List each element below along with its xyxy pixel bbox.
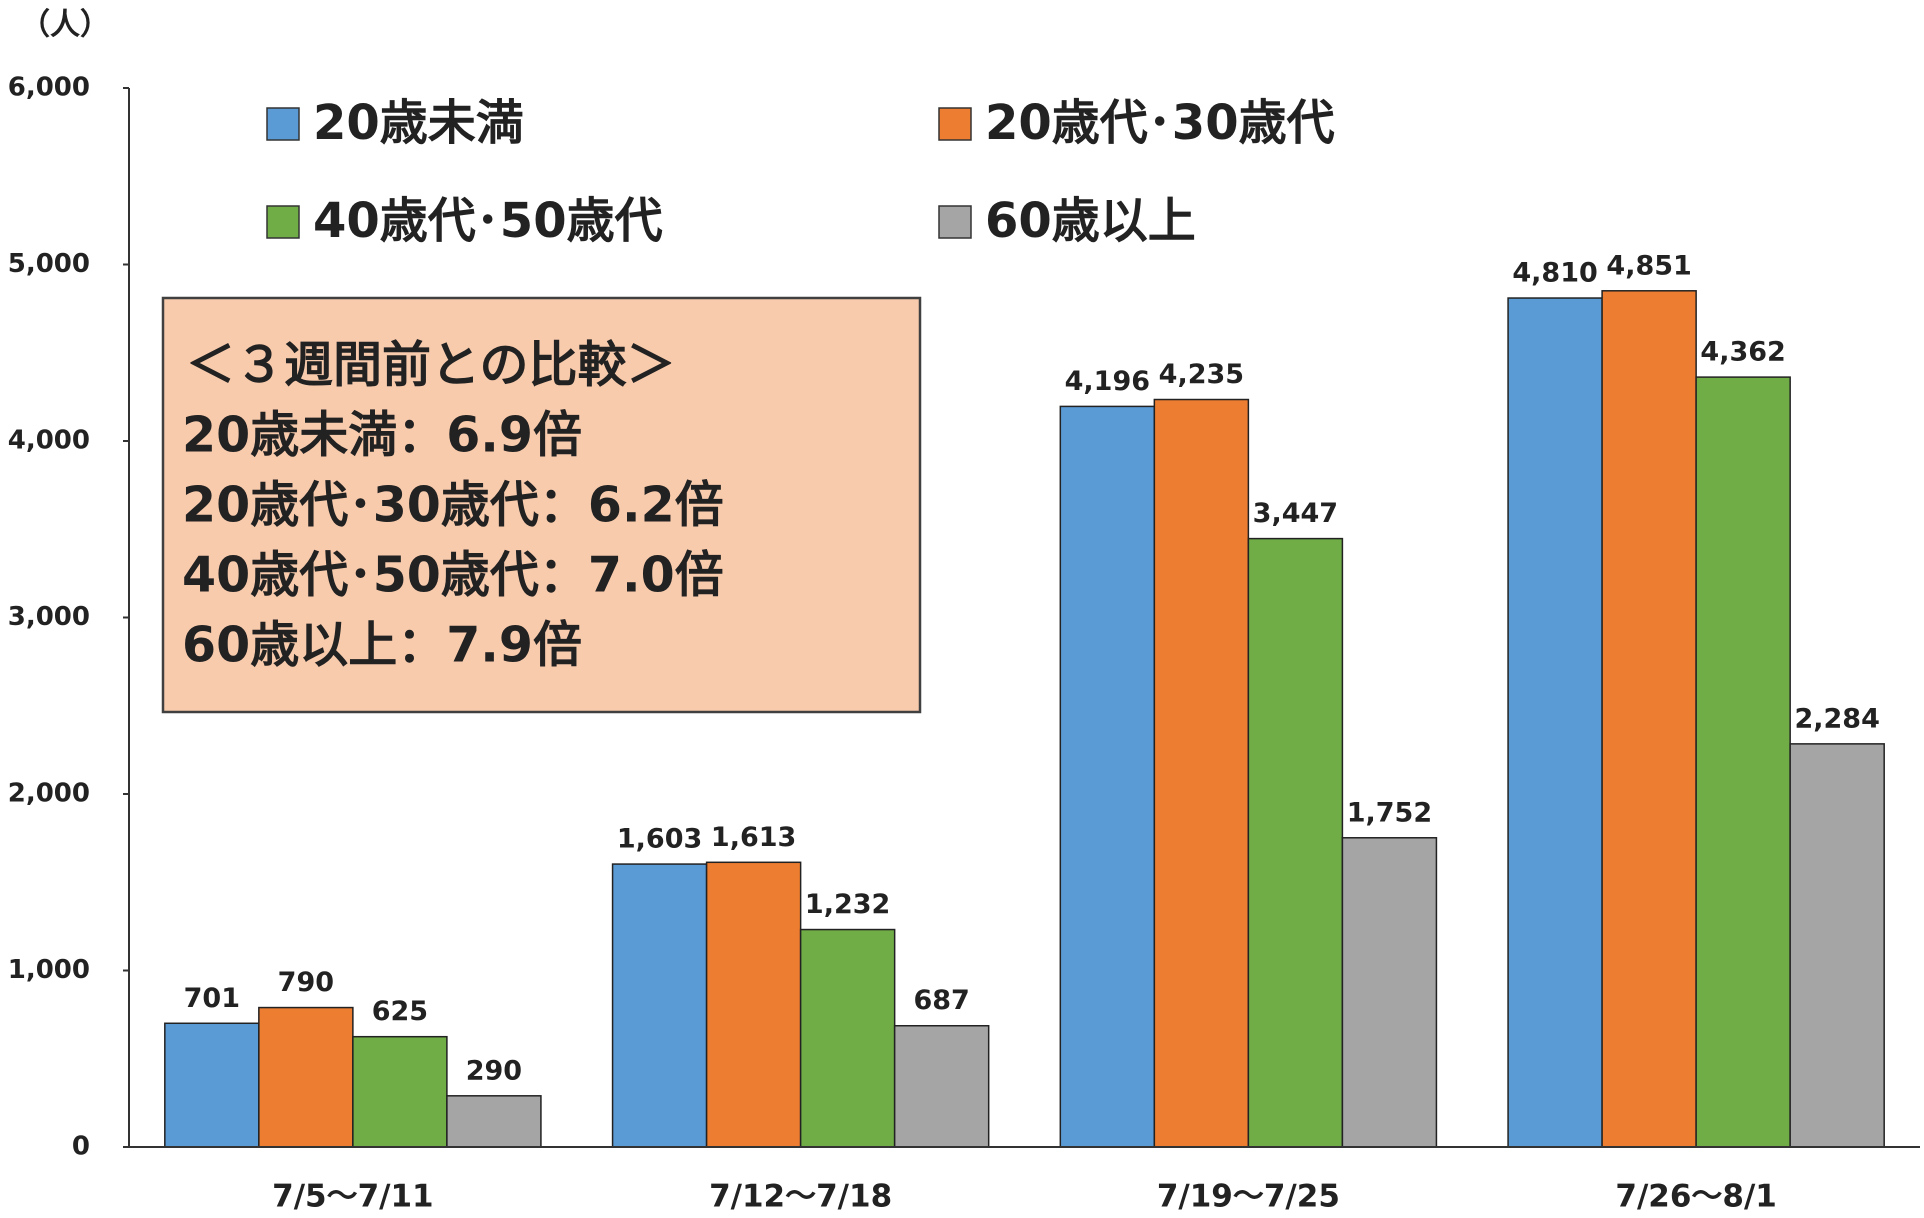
legend-swatch — [266, 205, 300, 239]
annotation-line: 20歳未満：6.9倍 — [182, 407, 582, 464]
annotation-title: ＜３週間前との比較＞ — [186, 337, 676, 394]
bar — [1341, 837, 1438, 1148]
annotation-line: 20歳代･30歳代：6.2倍 — [182, 477, 724, 534]
bar — [1247, 537, 1344, 1148]
legend-swatch — [938, 205, 972, 239]
annotation-box — [161, 296, 922, 714]
value-label: 687 — [913, 985, 969, 1016]
bar — [164, 1022, 260, 1148]
bar — [893, 1024, 990, 1148]
value-label: 4,810 — [1512, 258, 1597, 289]
value-label: 701 — [184, 983, 240, 1014]
value-label: 1,752 — [1347, 797, 1432, 828]
unit-label: （人） — [20, 8, 110, 43]
value-label: 4,851 — [1606, 250, 1691, 281]
value-label: 4,235 — [1159, 359, 1244, 390]
legend-label: 20歳代･30歳代 — [985, 95, 1335, 151]
value-label: 4,196 — [1065, 366, 1150, 397]
legend-label: 40歳代･50歳代 — [313, 193, 663, 249]
bar — [1789, 743, 1885, 1148]
bar — [1507, 297, 1603, 1148]
legend-label: 60歳以上 — [985, 193, 1196, 249]
y-tick-label: 5,000 — [8, 249, 90, 279]
bar — [1601, 290, 1697, 1148]
bar — [446, 1095, 542, 1148]
x-tick-label: 7/12〜7/18 — [709, 1179, 892, 1215]
value-label: 1,232 — [805, 889, 890, 920]
legend-swatch — [266, 107, 300, 141]
bar — [611, 863, 708, 1148]
x-tick-label: 7/26〜8/1 — [1615, 1179, 1777, 1215]
value-label: 625 — [372, 996, 428, 1027]
y-tick-label: 3,000 — [8, 602, 90, 632]
y-tick-label: 1,000 — [8, 955, 90, 985]
value-label: 3,447 — [1253, 498, 1338, 529]
bar — [705, 861, 802, 1148]
value-label: 2,284 — [1794, 703, 1879, 734]
x-tick-label: 7/5〜7/11 — [272, 1179, 434, 1215]
bar — [1059, 405, 1156, 1148]
y-tick-label: 2,000 — [8, 779, 90, 809]
legend-swatch — [938, 107, 972, 141]
y-tick-label: 0 — [72, 1132, 90, 1162]
annotation-line: 40歳代･50歳代：7.0倍 — [182, 547, 724, 604]
bar — [799, 928, 896, 1148]
y-tick-label: 4,000 — [8, 426, 90, 456]
bar — [1695, 376, 1791, 1148]
value-label: 1,603 — [617, 824, 702, 855]
value-label: 790 — [278, 967, 334, 998]
x-tick-label: 7/19〜7/25 — [1157, 1179, 1340, 1215]
value-label: 4,362 — [1700, 337, 1785, 368]
bar — [352, 1035, 448, 1148]
y-tick-label: 6,000 — [8, 73, 90, 103]
bar — [1153, 398, 1250, 1148]
bar — [258, 1006, 354, 1148]
annotation-line: 60歳以上：7.9倍 — [182, 617, 582, 674]
legend-label: 20歳未満 — [313, 95, 524, 151]
value-label: 1,613 — [711, 822, 796, 853]
value-label: 290 — [466, 1055, 522, 1086]
